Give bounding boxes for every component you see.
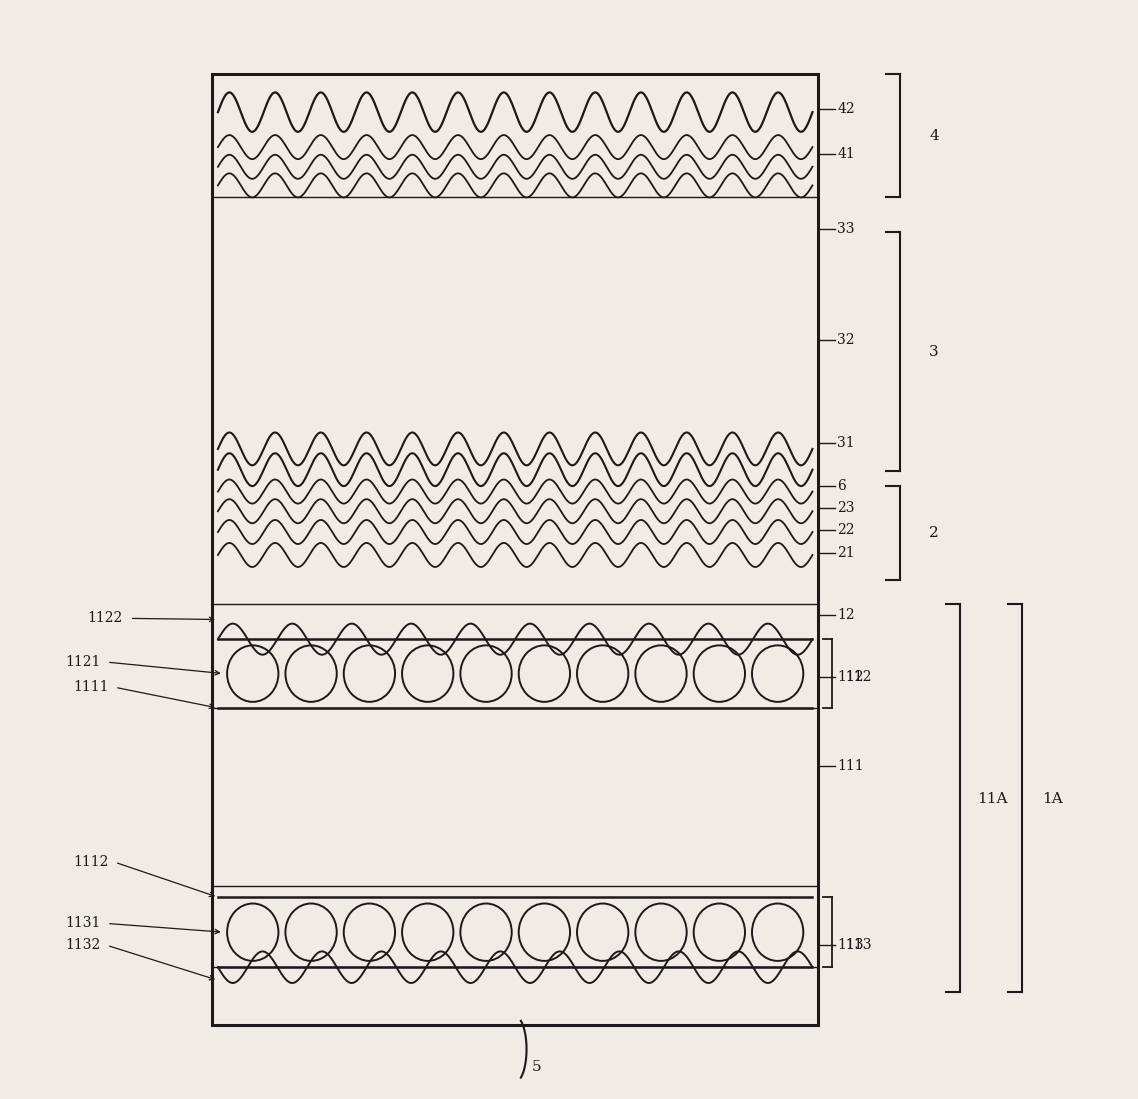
Text: 23: 23 [838,501,855,515]
Text: 111: 111 [838,759,864,773]
Text: 33: 33 [838,222,855,236]
Text: 41: 41 [838,146,855,160]
Text: 21: 21 [838,546,855,559]
Text: 112: 112 [838,670,864,685]
Text: 1111: 1111 [73,680,108,695]
Text: 1121: 1121 [65,655,100,669]
Text: 11A: 11A [976,791,1007,806]
Text: 1131: 1131 [65,917,100,931]
Text: 42: 42 [838,102,855,115]
Text: 5: 5 [533,1059,542,1074]
Text: 112: 112 [846,670,872,685]
Text: 113: 113 [846,939,872,953]
Text: 4: 4 [929,130,939,143]
Text: 12: 12 [838,608,855,622]
Text: 1112: 1112 [73,855,108,869]
Text: 2: 2 [929,526,939,540]
Text: 1122: 1122 [88,611,123,625]
Text: 32: 32 [838,333,855,346]
Text: 1A: 1A [1042,791,1063,806]
Text: 31: 31 [838,436,855,451]
Text: 6: 6 [838,479,847,493]
Text: 113: 113 [838,939,864,953]
Text: 1132: 1132 [65,939,100,953]
Text: 22: 22 [838,523,855,536]
Text: 3: 3 [929,345,939,358]
